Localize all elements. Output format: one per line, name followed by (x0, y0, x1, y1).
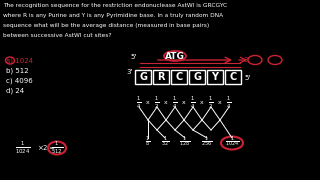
Text: Y: Y (212, 72, 219, 82)
Text: b) 512: b) 512 (6, 67, 28, 73)
Text: R: R (157, 72, 165, 82)
Text: x: x (182, 100, 186, 105)
Text: 3': 3' (126, 69, 132, 75)
Text: c) 4096: c) 4096 (6, 77, 33, 84)
Bar (207, 70, 223, 84)
Text: $\frac{1}{4}$: $\frac{1}{4}$ (136, 95, 142, 111)
Text: $\frac{1}{2}$: $\frac{1}{2}$ (154, 95, 160, 111)
Text: $\frac{1}{2}$: $\frac{1}{2}$ (208, 95, 214, 111)
Text: 5': 5' (244, 75, 250, 81)
Text: $\frac{1}{4}$: $\frac{1}{4}$ (172, 95, 178, 111)
Text: The recognition sequence for the restriction endonuclease AstWI is GRCGYC: The recognition sequence for the restric… (3, 3, 227, 8)
Text: ATG: ATG (165, 51, 185, 60)
Bar (225, 70, 241, 84)
Text: d) 24: d) 24 (6, 87, 24, 93)
Text: where R is any Purine and Y is any Pyrimidine base. In a truly random DNA: where R is any Purine and Y is any Pyrim… (3, 13, 223, 18)
Bar (153, 70, 169, 84)
Text: 3': 3' (243, 57, 249, 63)
Text: $\frac{1}{256}$: $\frac{1}{256}$ (201, 135, 213, 149)
Text: 5': 5' (130, 54, 136, 60)
Text: $\frac{1}{1024}$: $\frac{1}{1024}$ (15, 140, 31, 156)
Text: $\times 2=$: $\times 2=$ (37, 143, 56, 152)
Text: $\frac{1}{8}$: $\frac{1}{8}$ (146, 135, 150, 149)
Text: $\frac{1}{512}$: $\frac{1}{512}$ (51, 140, 63, 156)
Text: $\frac{1}{4}$: $\frac{1}{4}$ (190, 95, 196, 111)
Text: C: C (175, 72, 183, 82)
Bar (135, 70, 151, 84)
Text: C: C (229, 72, 236, 82)
Text: sequence what will be the average distance (measured in base pairs): sequence what will be the average distan… (3, 23, 209, 28)
Text: G: G (139, 72, 147, 82)
Text: x: x (164, 100, 168, 105)
Text: x: x (200, 100, 204, 105)
Text: $\frac{1}{32}$: $\frac{1}{32}$ (161, 135, 169, 149)
Text: $\frac{1}{1024}$: $\frac{1}{1024}$ (225, 135, 239, 149)
Text: x: x (146, 100, 150, 105)
Text: a) 1024: a) 1024 (6, 57, 33, 64)
Text: x: x (218, 100, 222, 105)
Text: G: G (193, 72, 201, 82)
Text: $\frac{1}{4}$: $\frac{1}{4}$ (226, 95, 232, 111)
Text: between successive AstWI cut sites?: between successive AstWI cut sites? (3, 33, 111, 38)
Bar (189, 70, 205, 84)
Text: $\frac{1}{128}$: $\frac{1}{128}$ (179, 135, 191, 149)
Bar (171, 70, 187, 84)
